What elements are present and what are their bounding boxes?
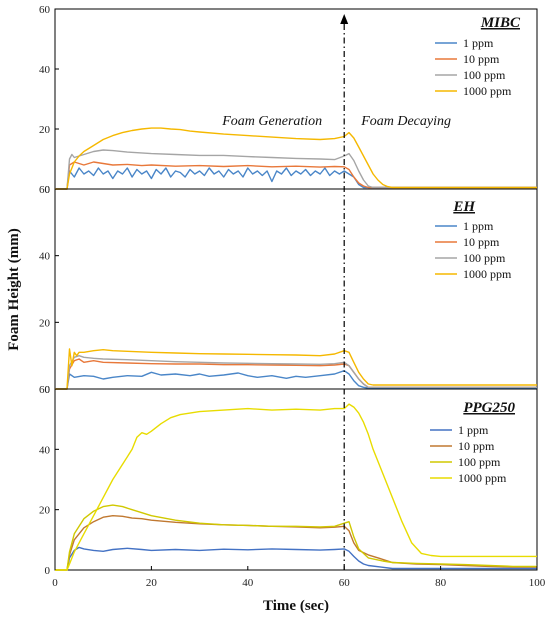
legend-label: 1000 ppm [463,84,512,98]
annotation-generation: Foam Generation [221,114,322,129]
annotation-decaying: Foam Decaying [360,114,451,129]
series-line-1000-ppm [55,348,537,390]
y-tick-label: 0 [45,565,51,577]
legend-label: 10 ppm [458,439,495,453]
y-tick-label: 0 [45,384,51,396]
y-tick-label: 40 [39,251,51,263]
series-line-1000-ppm [55,127,537,190]
series-line-1-ppm [55,370,537,390]
y-tick-label: 20 [39,317,51,329]
legend-label: 1000 ppm [463,267,512,281]
series-line-1-ppm [55,167,537,190]
y-tick-label: 60 [39,384,51,396]
legend-label: 10 ppm [463,235,500,249]
plot-frame-ppg250 [54,388,538,571]
y-tick-label: 40 [39,64,51,76]
legend-label: 100 ppm [458,455,501,469]
x-tick-label: 100 [529,577,546,589]
y-tick-label: 20 [39,505,51,517]
legend-label: 1 ppm [463,36,494,50]
series-line-10-ppm [55,161,537,190]
panel-title: EH [452,199,476,215]
y-tick-label: 40 [39,444,51,456]
series-line-1000-ppm [55,403,537,571]
series-line-10-ppm [55,515,537,571]
x-tick-label: 80 [435,577,447,589]
x-tick-label: 60 [339,577,351,589]
legend-label: 1 ppm [458,423,489,437]
x-tick-label: 0 [52,577,58,589]
marker-arrowhead [340,14,349,24]
panel-title: MIBC [480,15,521,31]
series-line-100-ppm [55,355,537,390]
series-line-100-ppm [55,149,537,190]
legend-label: 100 ppm [463,251,506,265]
legend-label: 1 ppm [463,219,494,233]
y-tick-label: 20 [39,124,51,136]
x-axis-title: Time (sec) [263,598,329,614]
legend-label: 1000 ppm [458,471,507,485]
y-tick-label: 0 [45,184,51,196]
series-line-100-ppm [55,504,537,571]
y-axis-title: Foam Height (mm) [6,228,22,350]
y-tick-label: 60 [39,184,51,196]
legend-label: 10 ppm [463,52,500,66]
series-line-1-ppm [55,546,537,571]
y-tick-label: 60 [39,4,51,16]
x-tick-label: 40 [242,577,254,589]
legend-label: 100 ppm [463,68,506,82]
panel-title: PPG250 [463,400,515,416]
x-tick-label: 20 [146,577,158,589]
